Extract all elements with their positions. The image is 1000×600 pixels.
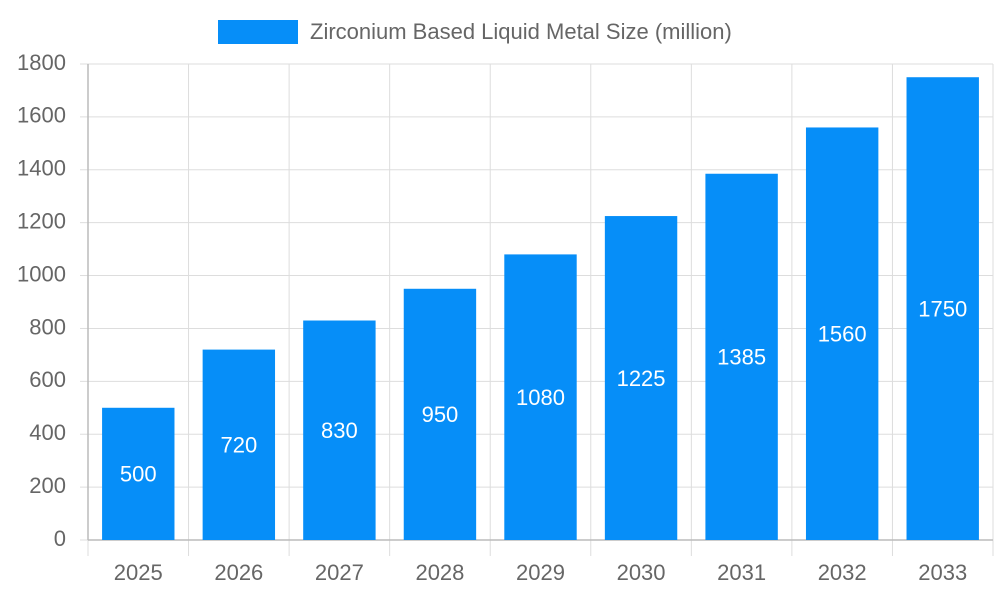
legend-label: Zirconium Based Liquid Metal Size (milli… xyxy=(310,19,732,44)
data-label: 1560 xyxy=(818,322,867,347)
x-tick-label: 2030 xyxy=(617,560,666,585)
bar xyxy=(604,216,678,541)
y-tick-label: 600 xyxy=(29,367,66,392)
x-tick-label: 2032 xyxy=(818,560,867,585)
bar xyxy=(303,320,376,540)
x-tick-label: 2025 xyxy=(114,560,163,585)
bar xyxy=(403,288,477,540)
x-tick-label: 2031 xyxy=(717,560,766,585)
y-tick-label: 1400 xyxy=(17,156,66,181)
data-label: 1225 xyxy=(617,366,666,391)
y-tick-label: 1800 xyxy=(17,50,66,75)
x-tick-label: 2028 xyxy=(415,560,464,585)
x-tick-label: 2027 xyxy=(315,560,364,585)
bar xyxy=(705,173,778,540)
data-label: 500 xyxy=(120,462,157,487)
y-tick-label: 1200 xyxy=(17,208,66,233)
data-label: 830 xyxy=(321,418,358,443)
bar xyxy=(504,254,577,540)
bar xyxy=(202,349,276,540)
legend-swatch xyxy=(218,20,298,44)
y-tick-label: 0 xyxy=(54,526,66,551)
y-tick-label: 800 xyxy=(29,314,66,339)
bar xyxy=(906,77,979,540)
data-label: 1750 xyxy=(918,296,967,321)
x-tick-label: 2026 xyxy=(214,560,263,585)
y-tick-label: 400 xyxy=(29,420,66,445)
data-label: 720 xyxy=(220,433,257,458)
y-tick-label: 1000 xyxy=(17,261,66,286)
y-tick-label: 1600 xyxy=(17,103,66,128)
data-label: 1385 xyxy=(717,345,766,370)
x-tick-label: 2033 xyxy=(918,560,967,585)
y-tick-label: 200 xyxy=(29,473,66,498)
data-label: 1080 xyxy=(516,385,565,410)
bar xyxy=(102,407,175,540)
bar xyxy=(805,127,879,540)
data-label: 950 xyxy=(422,402,459,427)
x-tick-label: 2029 xyxy=(516,560,565,585)
